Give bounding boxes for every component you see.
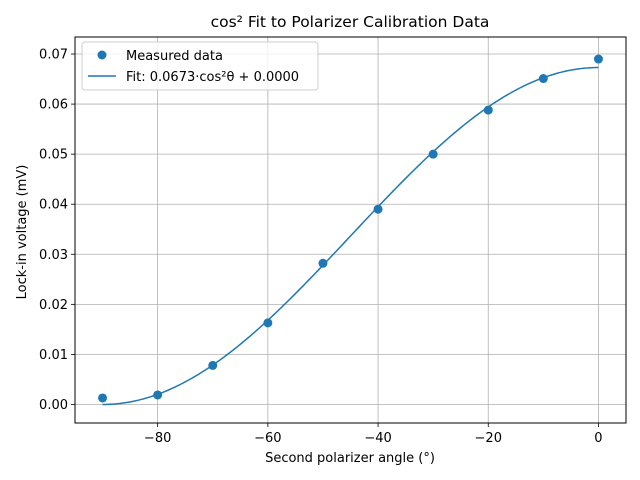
data-point xyxy=(98,393,108,403)
y-tick-label: 0.01 xyxy=(39,348,68,363)
fit-line xyxy=(102,66,599,406)
x-axis-label: Second polarizer angle (°) xyxy=(265,451,435,466)
data-point xyxy=(318,258,328,268)
y-axis-ticks: 0.00 0.01 0.02 0.03 0.04 0.05 0.06 0.07 xyxy=(39,48,75,413)
data-points xyxy=(98,54,603,403)
grid xyxy=(75,37,626,423)
data-point xyxy=(483,105,493,115)
y-tick-label: 0.00 xyxy=(39,398,68,413)
fit-line-group xyxy=(102,66,599,406)
data-point xyxy=(593,54,603,64)
x-tick-label: −60 xyxy=(254,431,281,446)
x-axis-ticks: −80 −60 −40 −20 0 xyxy=(144,423,603,446)
y-tick-label: 0.02 xyxy=(39,298,68,313)
chart-title: cos² Fit to Polarizer Calibration Data xyxy=(211,13,490,31)
y-tick-label: 0.03 xyxy=(39,248,68,263)
data-point xyxy=(428,149,438,159)
legend-label-fit: Fit: 0.0673·cos²θ + 0.0000 xyxy=(126,70,299,85)
y-tick-label: 0.07 xyxy=(39,48,68,63)
data-point xyxy=(153,390,163,400)
legend-box xyxy=(81,41,319,91)
legend: Measured data Fit: 0.0673·cos²θ + 0.0000 xyxy=(81,41,319,91)
y-tick-label: 0.04 xyxy=(39,198,68,213)
x-tick-label: 0 xyxy=(594,431,602,446)
y-axis-label: Lock-in voltage (mV) xyxy=(15,165,30,300)
y-tick-label: 0.06 xyxy=(39,98,68,113)
legend-label-measured: Measured data xyxy=(126,49,223,64)
data-point xyxy=(208,360,218,370)
data-point xyxy=(263,318,273,328)
plot-frame xyxy=(74,36,627,424)
data-point xyxy=(373,204,383,214)
data-point xyxy=(538,74,548,84)
x-tick-label: −80 xyxy=(144,431,171,446)
x-tick-label: −40 xyxy=(364,431,391,446)
x-tick-label: −20 xyxy=(475,431,502,446)
y-tick-label: 0.05 xyxy=(39,148,68,163)
legend-marker-measured xyxy=(97,50,107,60)
